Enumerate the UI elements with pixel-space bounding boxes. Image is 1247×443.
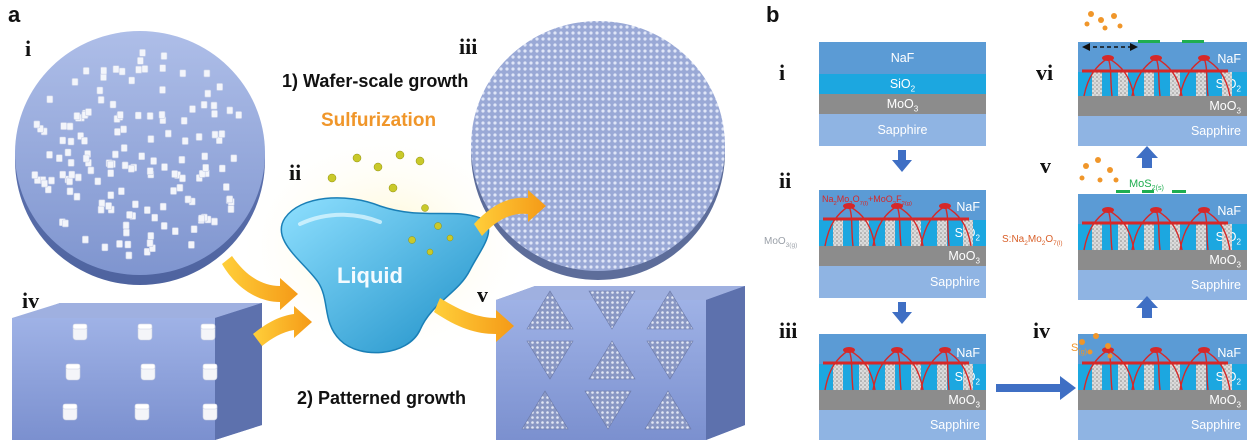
panel-b-letter: b (766, 2, 780, 27)
lateral-growth-arrow (1082, 43, 1138, 51)
liquid-droplet (280, 197, 490, 354)
panel-b-label-v: v (1040, 153, 1051, 178)
layer-sio2: SiO2 (1078, 72, 1247, 96)
layer-stack-ii: NaF SiO2 MoO3 Sapphire (819, 190, 986, 298)
panel-a-label-iv: iv (22, 288, 40, 313)
layer-moo3: MoO3 (1078, 390, 1247, 410)
panel-a-letter: a (8, 2, 21, 27)
layer-moo3: MoO3 (819, 94, 986, 114)
panel-b-label-ii: ii (779, 168, 792, 193)
sulfur-dots (1079, 11, 1123, 359)
layer-sapphire: Sapphire (819, 266, 986, 298)
panel-b-label-i: i (779, 60, 786, 85)
s-gas-label: S(g) (1071, 342, 1088, 357)
mos2-label: MoS2(s) (1129, 178, 1164, 193)
layer-sapphire: Sapphire (1078, 116, 1247, 146)
layer-sio2: SiO2 (819, 74, 986, 94)
wafer-film-disk (471, 21, 725, 280)
process-arrows (892, 146, 1158, 400)
layer-moo3: MoO3 (819, 246, 986, 266)
layer-stack-i: NaF SiO2 MoO3 Sapphire (819, 42, 986, 146)
layer-sio2: SiO2 (819, 364, 986, 390)
liquid-label: Liquid (337, 263, 403, 288)
panel-b-label-iv: iv (1033, 318, 1051, 343)
layer-moo3: MoO3 (819, 390, 986, 410)
panel-a-label-ii: ii (289, 160, 302, 185)
growth-arrows (222, 190, 546, 346)
layer-sapphire: Sapphire (1078, 410, 1247, 440)
patterned-seed-plate (12, 303, 262, 440)
layer-moo3: MoO3 (1078, 250, 1247, 270)
layer-naf: NaF (819, 42, 986, 74)
layer-sapphire: Sapphire (819, 114, 986, 146)
panel-a-label-i: i (25, 36, 32, 61)
panel-a-illustration (12, 21, 745, 440)
layer-stack-iii: NaF SiO2 MoO3 Sapphire (819, 334, 986, 440)
panel-b-label-iii: iii (779, 318, 798, 343)
patterned-film-plate (496, 286, 745, 440)
sulfur-particles (327, 150, 454, 256)
mos2-flakes (1116, 40, 1204, 193)
panel-b-overlay (823, 11, 1232, 400)
layer-moo3: MoO3 (1078, 96, 1247, 116)
moo3-gas-label: MoO3(g) (764, 236, 798, 249)
layer-sio2: SiO2 (1078, 224, 1247, 250)
liquid-product-label: Na2Mo2O7(l)+MoO2F2(g) (822, 194, 912, 207)
sulfurization-label: Sulfurization (321, 110, 437, 131)
s-na-mo-label: S:Na2Mo2O7(l) (1002, 234, 1063, 247)
panel-a-label-v: v (477, 282, 488, 307)
layer-stack-vi: NaF SiO2 MoO3 Sapphire (1078, 42, 1247, 146)
wafer-seed-disk (15, 31, 265, 285)
patterned-growth-title: 2) Patterned growth (297, 388, 467, 408)
panel-a-label-iii: iii (459, 34, 478, 59)
wafer-scale-title: 1) Wafer-scale growth (282, 71, 469, 91)
layer-sapphire: Sapphire (819, 410, 986, 440)
layer-sio2: SiO2 (819, 220, 986, 246)
layer-sapphire: Sapphire (1078, 270, 1247, 300)
panel-b-label-vi: vi (1036, 60, 1054, 85)
